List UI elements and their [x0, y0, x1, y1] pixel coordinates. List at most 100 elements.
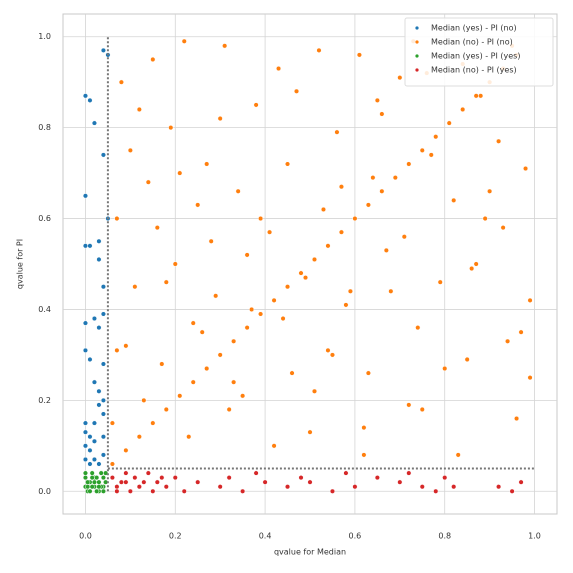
- point: [109, 461, 115, 467]
- point: [231, 379, 237, 385]
- legend-marker: [415, 40, 419, 44]
- point: [464, 356, 470, 363]
- point: [289, 370, 295, 376]
- point: [406, 470, 412, 476]
- point: [496, 138, 502, 144]
- point: [365, 202, 371, 208]
- x-tick-label: 0.4: [259, 532, 272, 541]
- point: [514, 415, 520, 422]
- point: [217, 484, 223, 490]
- legend-label: Median (no) - PI (yes): [431, 66, 517, 75]
- point: [154, 225, 160, 231]
- legend-label: Median (yes) - PI (yes): [431, 52, 520, 61]
- point: [428, 152, 434, 158]
- point: [338, 229, 344, 235]
- point: [114, 347, 120, 353]
- point: [87, 461, 93, 467]
- point: [190, 320, 196, 326]
- point: [89, 484, 95, 490]
- point: [132, 475, 138, 481]
- point: [388, 288, 394, 294]
- point: [123, 343, 129, 349]
- point: [150, 56, 156, 63]
- point: [217, 352, 223, 358]
- point: [127, 488, 133, 494]
- point: [253, 470, 259, 476]
- point: [204, 161, 210, 167]
- point: [100, 47, 106, 53]
- point: [195, 479, 201, 485]
- point: [527, 297, 533, 303]
- point: [401, 234, 407, 240]
- point: [204, 365, 210, 372]
- point: [177, 393, 183, 399]
- point: [154, 479, 160, 485]
- point: [163, 406, 169, 413]
- point: [527, 375, 533, 381]
- point: [325, 347, 331, 353]
- point: [98, 470, 104, 476]
- point: [280, 315, 286, 322]
- point: [523, 165, 529, 172]
- point: [114, 488, 120, 494]
- point: [109, 420, 115, 426]
- point: [199, 329, 205, 335]
- point: [91, 479, 97, 485]
- point: [217, 115, 223, 122]
- point: [352, 484, 358, 490]
- point: [100, 452, 106, 458]
- point: [361, 425, 367, 431]
- point: [226, 475, 232, 481]
- point: [85, 479, 91, 485]
- point: [94, 475, 100, 481]
- point: [379, 188, 385, 194]
- x-tick-label: 1.0: [528, 532, 541, 541]
- point: [509, 488, 515, 494]
- point: [100, 475, 106, 481]
- point: [329, 352, 336, 358]
- point: [352, 215, 358, 222]
- point: [82, 243, 89, 249]
- point: [298, 475, 304, 481]
- point: [356, 52, 362, 58]
- point: [87, 434, 93, 440]
- point: [87, 447, 93, 453]
- point: [343, 470, 349, 476]
- point: [100, 488, 106, 494]
- point: [100, 434, 106, 440]
- point: [311, 388, 318, 394]
- legend-box: [404, 17, 554, 87]
- point: [271, 443, 277, 449]
- point: [392, 175, 398, 181]
- point: [181, 38, 187, 44]
- y-tick-label: 0.4: [38, 305, 51, 314]
- point: [473, 93, 479, 99]
- point: [469, 265, 475, 272]
- point: [89, 475, 95, 481]
- point: [87, 356, 93, 363]
- point: [343, 302, 349, 308]
- point: [478, 93, 484, 99]
- point: [96, 388, 102, 394]
- point: [159, 475, 165, 481]
- point: [82, 475, 89, 481]
- point: [87, 97, 93, 103]
- point: [451, 197, 457, 203]
- point: [186, 434, 192, 440]
- point: [329, 488, 336, 494]
- point: [96, 484, 102, 490]
- point: [249, 306, 255, 313]
- point: [96, 238, 102, 244]
- point: [136, 106, 142, 113]
- y-axis-label: qvalue for PI: [16, 239, 25, 289]
- x-tick-label: 0.6: [349, 532, 362, 541]
- point: [172, 475, 178, 481]
- point: [487, 188, 493, 194]
- point: [307, 479, 313, 485]
- point: [442, 365, 448, 372]
- point: [267, 229, 273, 235]
- y-tick-label: 0.6: [38, 214, 51, 223]
- point: [455, 452, 461, 458]
- point: [397, 75, 403, 81]
- point: [82, 320, 89, 326]
